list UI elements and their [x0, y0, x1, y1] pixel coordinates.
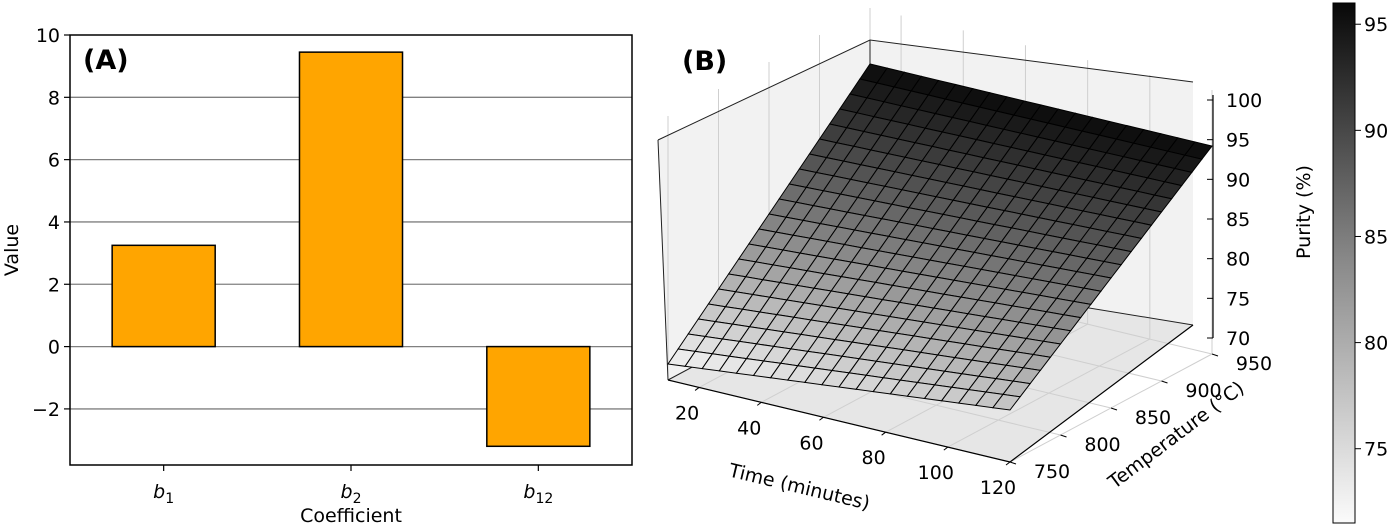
surface-plot-y-tick-label: 950	[1236, 353, 1272, 375]
surface-plot-y-tick-mark	[1009, 461, 1017, 465]
surface-plot-y-tick-label: 800	[1084, 434, 1120, 456]
surface-plot-z-tick-label: 95	[1226, 130, 1250, 152]
colorbar-ticks: 75 80 85 90 95	[1355, 14, 1388, 461]
bar-chart-y-tick-label: 8	[48, 87, 60, 109]
bar-chart-y-tick-label: −2	[32, 399, 60, 421]
surface-plot-x-tick-label: 60	[799, 432, 823, 454]
surface-plot-x-tick-mark	[694, 387, 700, 391]
surface-plot-x-tick-label: 20	[675, 402, 699, 424]
surface-plot-x-tick-label: 80	[862, 447, 886, 469]
surface-plot-x-tick-label: 100	[918, 462, 954, 484]
surface-plot-y-ticks: 750 800 850 900 950	[1009, 353, 1272, 483]
bar-chart-y-tick-label: 2	[48, 274, 60, 296]
colorbar: 75 80 85 90 95	[1332, 2, 1388, 524]
bar-chart-x-tick-label: b1	[153, 481, 174, 507]
surface-plot-pane-left-edge	[657, 139, 669, 381]
surface-plot-y-tick-label: 750	[1034, 461, 1070, 483]
surface-plot-x-tick-label: 120	[980, 477, 1016, 499]
surface-plot-z-ticks: 70 75 80 85 90 95 100	[1207, 90, 1262, 350]
bar-chart-y-tick-label: 0	[48, 337, 60, 359]
surface-plot-y-axis-line	[1009, 324, 1194, 463]
bar-chart-bars	[111, 51, 591, 448]
surface-plot: 20 40 60 80 100 120 750 800 850 900 950 70 75 80 85 9…	[657, 8, 1315, 515]
bar-chart-x-ticks: b1 b2 b12	[153, 465, 553, 507]
surface-plot-z-tick-label: 85	[1226, 209, 1250, 231]
bar-b1	[111, 244, 216, 348]
panel-label-b: (B)	[682, 46, 727, 77]
surface-plot-z-axis-label: Purity (%)	[1293, 165, 1315, 259]
surface-plot-y-tick-label: 900	[1185, 380, 1221, 402]
surface-plot-x-ticks: 20 40 60 80 100 120	[675, 387, 1016, 499]
colorbar-tick-label: 90	[1364, 120, 1388, 142]
surface-plot-x-tick-mark	[881, 431, 886, 436]
surface-plot-x-tick-mark	[756, 401, 762, 406]
surface-plot-x-tick-mark	[819, 416, 824, 421]
colorbar-tick-label: 80	[1364, 333, 1388, 355]
colorbar-tick-label: 95	[1364, 14, 1388, 36]
colorbar-tick-label: 85	[1364, 226, 1388, 248]
surface-plot-x-tick-mark	[943, 446, 949, 451]
surface-plot-z-tick-label: 70	[1226, 328, 1250, 350]
bar-chart-x-tick-label: b12	[523, 481, 553, 507]
bar-b2	[298, 51, 404, 348]
surface-plot-y-axis-label: Temperature (°C)	[1103, 377, 1248, 494]
surface-plot-y-tick-mark	[1161, 380, 1168, 384]
panel-label-a: (A)	[83, 45, 129, 76]
surface-plot-z-tick-label: 80	[1226, 249, 1250, 271]
colorbar-tick-label: 75	[1364, 439, 1388, 461]
bar-chart-y-tick-label: 10	[36, 25, 60, 47]
surface-plot-y-tick-mark	[1060, 434, 1067, 438]
surface-plot-z-tick-label: 90	[1226, 169, 1250, 191]
surface-plot-x-axis-label: Time (minutes)	[726, 459, 872, 514]
bar-chart-y-tick-label: 6	[48, 150, 60, 172]
surface-plot-y-tick-mark	[1211, 353, 1219, 357]
bar-chart: −2 0 2 4 6 8 10 b1 b2 b12 (A) Coefficient Value	[1, 25, 633, 527]
surface-cell	[991, 393, 1022, 411]
colorbar-gradient	[1332, 2, 1356, 524]
bar-chart-x-axis-label: Coefficient	[300, 505, 402, 527]
surface-mesh	[667, 63, 1213, 411]
surface-plot-z-tick-label: 75	[1226, 288, 1250, 310]
surface-plot-x-axis-line	[667, 379, 1011, 463]
surface-plot-x-tick-label: 40	[737, 417, 761, 439]
surface-plot-x-tick-mark	[1005, 461, 1011, 466]
bar-chart-y-axis-label: Value	[1, 224, 23, 276]
surface-plot-y-tick-mark	[1110, 407, 1118, 411]
surface-plot-z-tick-label: 100	[1226, 90, 1262, 112]
bar-chart-x-tick-label: b2	[341, 481, 362, 507]
bar-chart-y-tick-label: 4	[48, 212, 60, 234]
bar-chart-y-ticks: −2 0 2 4 6 8 10	[32, 25, 70, 421]
bar-b12	[486, 345, 591, 448]
surface-plot-y-tick-label: 850	[1135, 407, 1171, 429]
